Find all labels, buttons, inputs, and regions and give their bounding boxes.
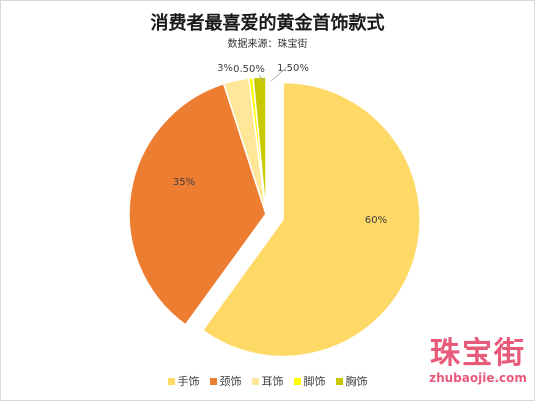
legend-label-neck: 颈饰 (219, 375, 242, 388)
legend-label-ear: 耳饰 (261, 375, 284, 388)
legend-label-chest: 胸饰 (345, 375, 368, 388)
legend-item-foot: 脚饰 (293, 373, 326, 389)
legend-swatch-foot (293, 377, 301, 385)
slice-label-ear: 3% (217, 63, 233, 74)
chart-subtitle: 数据来源：珠宝街 (227, 39, 308, 50)
legend-item-ear: 耳饰 (251, 373, 284, 389)
legend: 手饰 颈饰 耳饰 脚饰 胸饰 (1, 373, 534, 389)
legend-label-foot: 脚饰 (303, 375, 326, 388)
leader-line-1 (258, 74, 265, 82)
pie-slice-neck (128, 82, 267, 326)
watermark-cn: 珠宝街 (430, 336, 526, 371)
legend-swatch-hand (167, 377, 175, 385)
chart-title: 消费者最喜爱的黄金首饰款式 (150, 13, 385, 34)
legend-item-hand: 手饰 (167, 373, 200, 389)
pie-slice-hand (201, 81, 421, 358)
legend-swatch-chest (335, 377, 343, 385)
legend-item-chest: 胸饰 (335, 373, 368, 389)
legend-label-hand: 手饰 (177, 375, 200, 388)
slice-label-chest: 1.50% (277, 63, 309, 74)
watermark-logo: 珠宝街 zhubaojie.com (425, 336, 531, 386)
legend-swatch-ear (251, 377, 259, 385)
slice-label-hand: 60% (365, 215, 387, 226)
slice-label-neck: 35% (173, 177, 195, 188)
pie-slice-chest (252, 76, 267, 215)
legend-swatch-neck (209, 377, 217, 385)
watermark-en: zhubaojie.com (429, 371, 527, 385)
legend-item-neck: 颈饰 (209, 373, 242, 389)
leader-line-2 (270, 66, 288, 82)
slice-label-foot: 0.50% (233, 64, 265, 75)
